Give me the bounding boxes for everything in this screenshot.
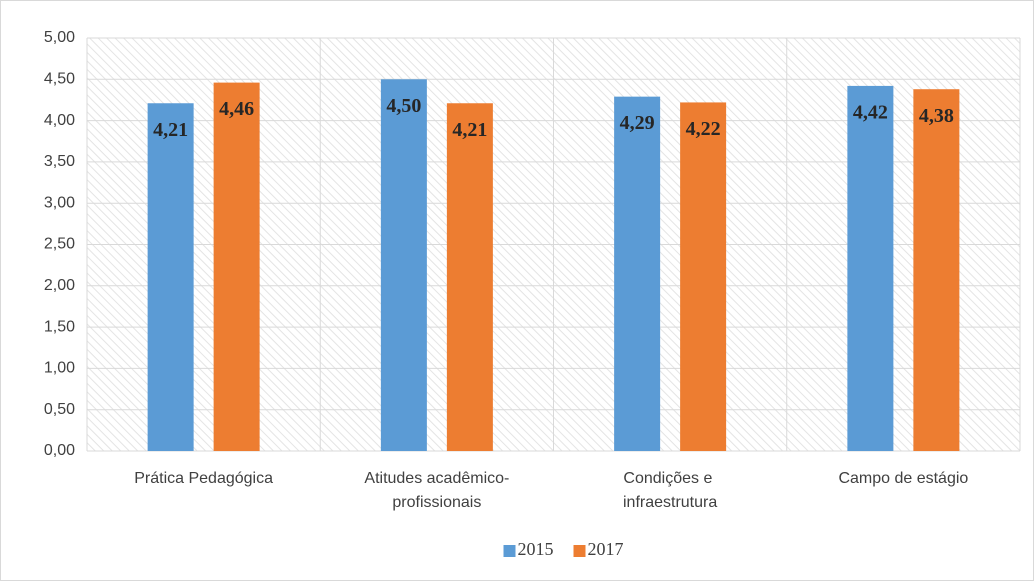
- x-tick-label: Prática Pedagógica: [134, 470, 273, 487]
- legend-swatch: [503, 545, 516, 557]
- x-tick-label: Campo de estágio: [838, 470, 968, 487]
- x-tick-label: Condições e infraestrutura: [623, 470, 717, 511]
- bar: [147, 103, 194, 451]
- y-tick-label: 3,50: [44, 153, 75, 170]
- value-label: 4,29: [620, 112, 655, 134]
- y-tick-label: 0,50: [44, 401, 75, 418]
- y-tick-label: 4,00: [44, 112, 75, 129]
- y-tick-label: 2,00: [44, 277, 75, 294]
- bar: [913, 89, 960, 451]
- value-label: 4,38: [919, 105, 954, 127]
- value-label: 4,50: [386, 95, 421, 117]
- bar: [614, 96, 661, 452]
- legend-label: 2017: [588, 539, 624, 559]
- y-tick-label: 2,50: [44, 236, 75, 253]
- bar: [847, 85, 894, 452]
- value-label: 4,42: [853, 102, 888, 124]
- bar: [380, 79, 427, 452]
- x-tick-label: Atitudes acadêmico-profissionais: [364, 470, 509, 511]
- y-tick-label: 1,00: [44, 360, 75, 377]
- y-tick-label: 5,00: [44, 29, 75, 46]
- bar: [446, 103, 493, 451]
- bar: [213, 82, 260, 451]
- value-label: 4,21: [153, 119, 188, 141]
- legend-swatch: [573, 545, 586, 557]
- legend-label: 2015: [518, 539, 554, 559]
- y-tick-label: 0,00: [44, 442, 75, 459]
- value-label: 4,22: [686, 118, 721, 140]
- y-tick-label: 4,50: [44, 71, 75, 88]
- value-label: 4,21: [452, 119, 487, 141]
- y-tick-label: 1,50: [44, 318, 75, 335]
- bar: [680, 102, 727, 451]
- y-tick-label: 3,00: [44, 194, 75, 211]
- value-label: 4,46: [219, 98, 254, 120]
